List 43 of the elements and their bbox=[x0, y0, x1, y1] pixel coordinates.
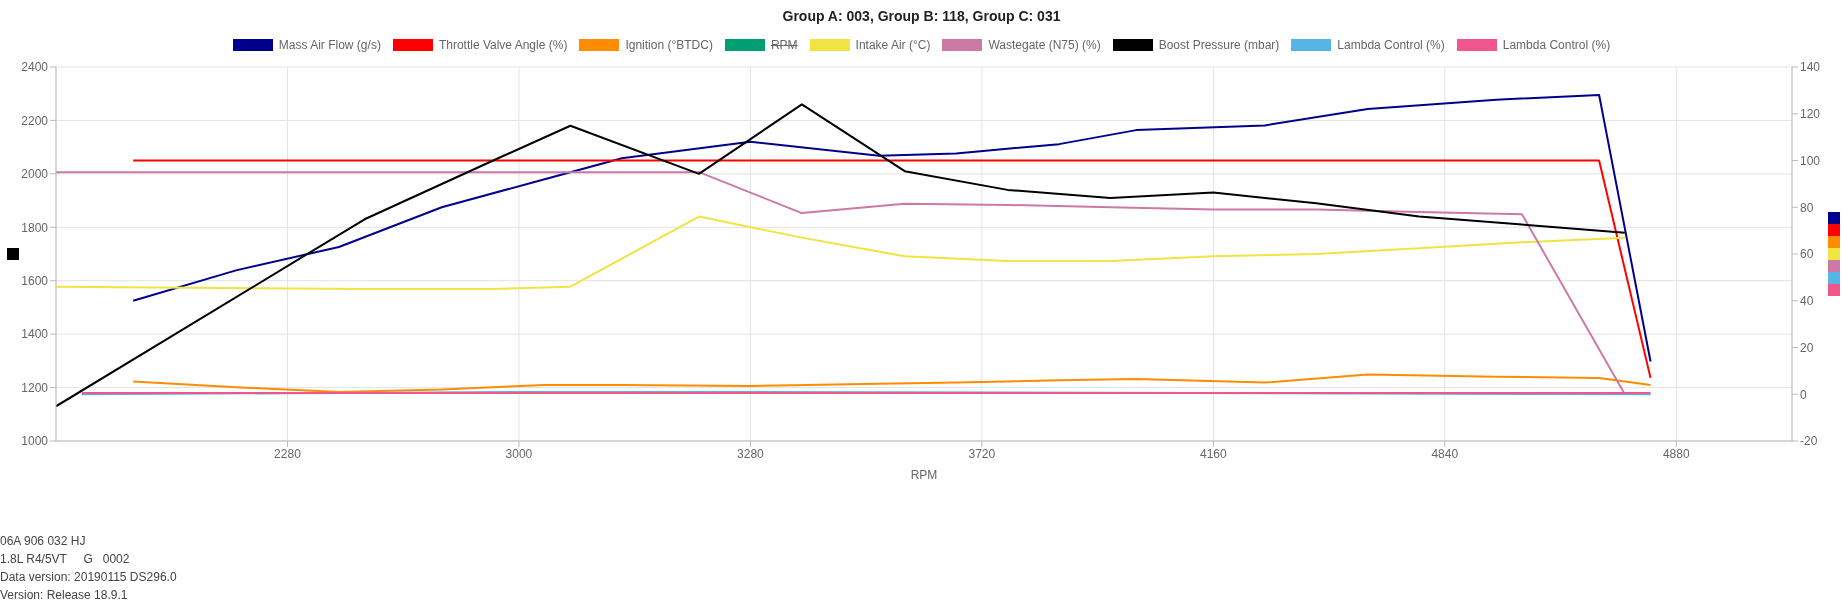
text: Version: Release 18.9.1 bbox=[0, 587, 129, 600]
legend-label: Wastegate (N75) (%) bbox=[988, 38, 1101, 52]
y2-tick-label: 120 bbox=[1800, 107, 1821, 122]
y2-tick-label: 40 bbox=[1800, 294, 1814, 309]
line-series bbox=[132, 94, 1652, 363]
legend-label: Ignition (°BTDC) bbox=[625, 38, 713, 52]
x-tick-label: 4880 bbox=[1662, 446, 1690, 461]
y-tick-label: 1200 bbox=[21, 380, 49, 395]
y-tick-label: 1400 bbox=[21, 327, 49, 342]
y2-tick-label: -20 bbox=[1800, 434, 1818, 449]
legend-label: Intake Air (°C) bbox=[855, 38, 931, 52]
x-tick-label: 3000 bbox=[505, 446, 533, 461]
y-tick-label: 2000 bbox=[21, 167, 49, 182]
x-tick-label: 3720 bbox=[968, 446, 996, 461]
line-series bbox=[56, 215, 1626, 291]
x-tick-label: 4840 bbox=[1431, 446, 1459, 461]
text: 1.8L R4/5VT G 0002 bbox=[0, 551, 131, 568]
x-tick-label: 3280 bbox=[737, 446, 765, 461]
legend-label: Boost Pressure (mbar) bbox=[1158, 38, 1280, 52]
y2-tick-label: 60 bbox=[1800, 247, 1814, 262]
text: 06A 906 032 HJ bbox=[0, 533, 87, 550]
text: Data version: 20190115 DS296.0 bbox=[0, 569, 177, 586]
y-tick-label: 2200 bbox=[21, 113, 49, 128]
y2-tick-label: 20 bbox=[1800, 340, 1814, 355]
line-series bbox=[56, 103, 1626, 408]
chart-title: Group A: 003, Group B: 118, Group C: 031 bbox=[781, 8, 1062, 24]
x-tick-label: 4160 bbox=[1199, 446, 1227, 461]
legend-label: RPM bbox=[770, 38, 798, 52]
y2-tick-label: 80 bbox=[1800, 200, 1814, 215]
x-tick-label: 2280 bbox=[274, 446, 302, 461]
x-axis-title: RPM bbox=[910, 468, 938, 482]
y2-tick-label: 140 bbox=[1800, 60, 1821, 75]
y-tick-label: 1600 bbox=[21, 273, 49, 288]
y-tick-label: 1800 bbox=[21, 220, 49, 235]
legend-label: Throttle Valve Angle (%) bbox=[438, 38, 568, 52]
y2-tick-label: 0 bbox=[1800, 387, 1807, 402]
legend-label: Lambda Control (%) bbox=[1502, 38, 1611, 52]
y2-tick-label: 100 bbox=[1800, 153, 1821, 168]
legend-label: Lambda Control (%) bbox=[1337, 38, 1445, 52]
legend-label: Mass Air Flow (g/s) bbox=[278, 38, 381, 52]
y-tick-label: 1000 bbox=[21, 434, 49, 449]
line-series bbox=[132, 373, 1652, 393]
y-tick-label: 2400 bbox=[21, 60, 49, 75]
